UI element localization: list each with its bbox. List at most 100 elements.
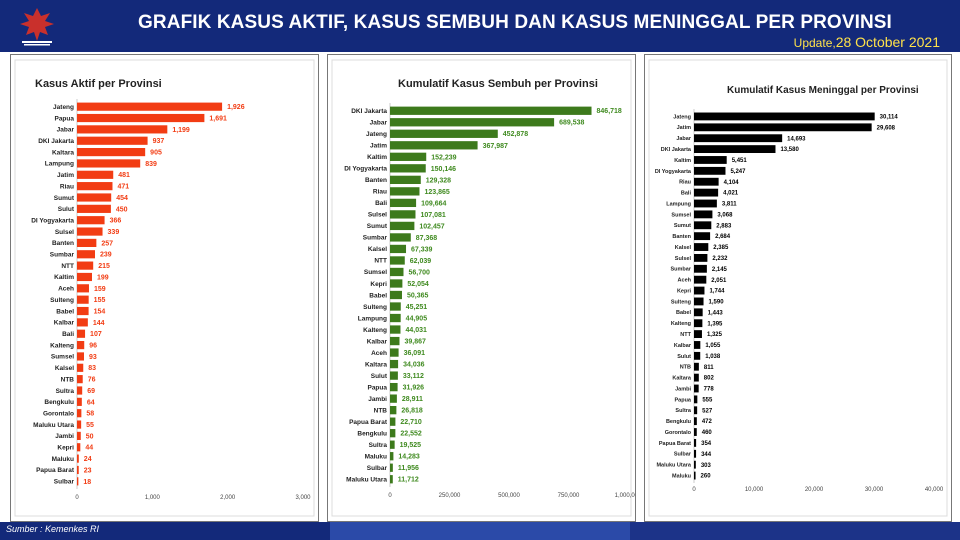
bar (77, 284, 89, 293)
bar (694, 286, 705, 295)
value-label: 93 (89, 354, 97, 361)
value-label: 69 (87, 388, 95, 395)
bar (390, 244, 407, 254)
category-label: Kalbar (367, 338, 388, 345)
bar (77, 204, 111, 213)
page-title: GRAFIK KASUS AKTIF, KASUS SEMBUH DAN KAS… (138, 12, 892, 33)
value-label: 64 (87, 399, 95, 406)
category-label: Sulteng (50, 297, 74, 304)
bar (390, 141, 478, 150)
category-label: Sultra (56, 388, 75, 395)
value-label: 367,987 (483, 143, 508, 150)
category-label: NTT (61, 263, 74, 270)
value-label: 44,031 (405, 327, 427, 334)
value-label: 5,451 (732, 158, 748, 164)
bar (390, 164, 426, 173)
category-label: Sumut (367, 223, 388, 230)
category-label: Sulsel (675, 256, 692, 262)
value-label: 199 (97, 274, 109, 281)
category-label: Babel (369, 292, 387, 299)
bar (390, 256, 405, 265)
category-label: Jatim (677, 125, 691, 131)
category-label: Sumbar (50, 252, 75, 259)
value-label: 76 (88, 377, 96, 384)
category-label: Sumsel (671, 212, 691, 218)
value-label: 366 (110, 218, 122, 225)
bar (694, 199, 717, 208)
bar (77, 102, 223, 111)
bar (694, 351, 701, 360)
category-label: Sulbar (54, 479, 75, 486)
bar (694, 156, 727, 164)
value-label: 937 (153, 138, 165, 145)
value-label: 452,878 (503, 131, 528, 138)
value-label: 1,395 (707, 321, 723, 327)
bar (694, 123, 872, 132)
bar (77, 136, 148, 145)
bar (390, 221, 415, 231)
category-label: Sulut (371, 373, 388, 380)
x-tick-label: 1,000,000 (615, 493, 635, 499)
bar (390, 290, 402, 300)
bar (77, 375, 83, 384)
bar (77, 148, 146, 157)
bar (77, 352, 85, 361)
category-label: Jateng (53, 104, 74, 111)
bar (694, 145, 776, 154)
chart-kasus-sembuh: Kumulatif Kasus Sembuh per Provinsi 0 250,… (331, 59, 635, 517)
category-label: Sumbar (363, 235, 388, 242)
header-bar: GRAFIK KASUS AKTIF, KASUS SEMBUH DAN KAS… (0, 0, 960, 52)
category-label: Sumut (674, 223, 691, 229)
value-label: 26,818 (401, 408, 423, 415)
bar (694, 330, 702, 339)
bar (77, 386, 83, 395)
category-label: Bengkulu (666, 419, 691, 425)
bar (390, 152, 427, 161)
x-tick-label: 750,000 (558, 493, 580, 499)
category-label: DKI Jakarta (661, 147, 692, 153)
category-label: Aceh (58, 286, 74, 293)
value-label: 55 (86, 422, 94, 429)
category-label: Maluku Utara (33, 422, 74, 429)
category-label: Bali (681, 191, 692, 197)
value-label: 150,146 (431, 166, 456, 173)
bar (694, 438, 697, 447)
category-label: Lampung (666, 201, 691, 207)
bar (390, 187, 420, 196)
x-tick-label: 20,000 (805, 487, 824, 493)
category-label: NTB (680, 365, 691, 371)
bar (390, 336, 400, 346)
category-label: Riau (373, 189, 387, 196)
value-label: 44,905 (406, 315, 428, 322)
category-label: DKI Jakarta (351, 108, 387, 115)
update-stamp: Update,28 October 2021 (794, 34, 940, 50)
value-label: 339 (108, 229, 120, 236)
category-label: Sulut (677, 354, 691, 360)
footer-bar: Sumber : Kemenkes RI (0, 522, 960, 540)
category-label: Sumsel (51, 354, 74, 361)
category-label: Kalsel (675, 245, 692, 251)
value-label: 56,700 (408, 269, 430, 276)
value-label: 555 (702, 397, 713, 403)
category-label: Lampung (358, 315, 387, 322)
category-label: Maluku (365, 453, 387, 460)
category-label: Lampung (45, 161, 74, 168)
bar (77, 250, 96, 259)
x-tick-label: 0 (388, 493, 392, 499)
category-label: DI Yogyakarta (344, 166, 387, 173)
bar (77, 182, 113, 191)
value-label: 460 (702, 430, 713, 436)
value-label: 527 (702, 408, 713, 414)
bar (694, 177, 719, 186)
value-label: 44 (85, 445, 93, 452)
category-label: Kalteng (363, 327, 387, 334)
bar (694, 373, 699, 382)
category-label: Papua Barat (36, 467, 75, 474)
value-label: 50,365 (407, 292, 429, 299)
value-label: 472 (702, 419, 713, 425)
category-label: Papua (674, 397, 691, 403)
bar (694, 134, 783, 143)
value-label: 11,956 (398, 465, 419, 472)
value-label: 144 (93, 320, 105, 327)
value-label: 1,443 (708, 310, 724, 316)
